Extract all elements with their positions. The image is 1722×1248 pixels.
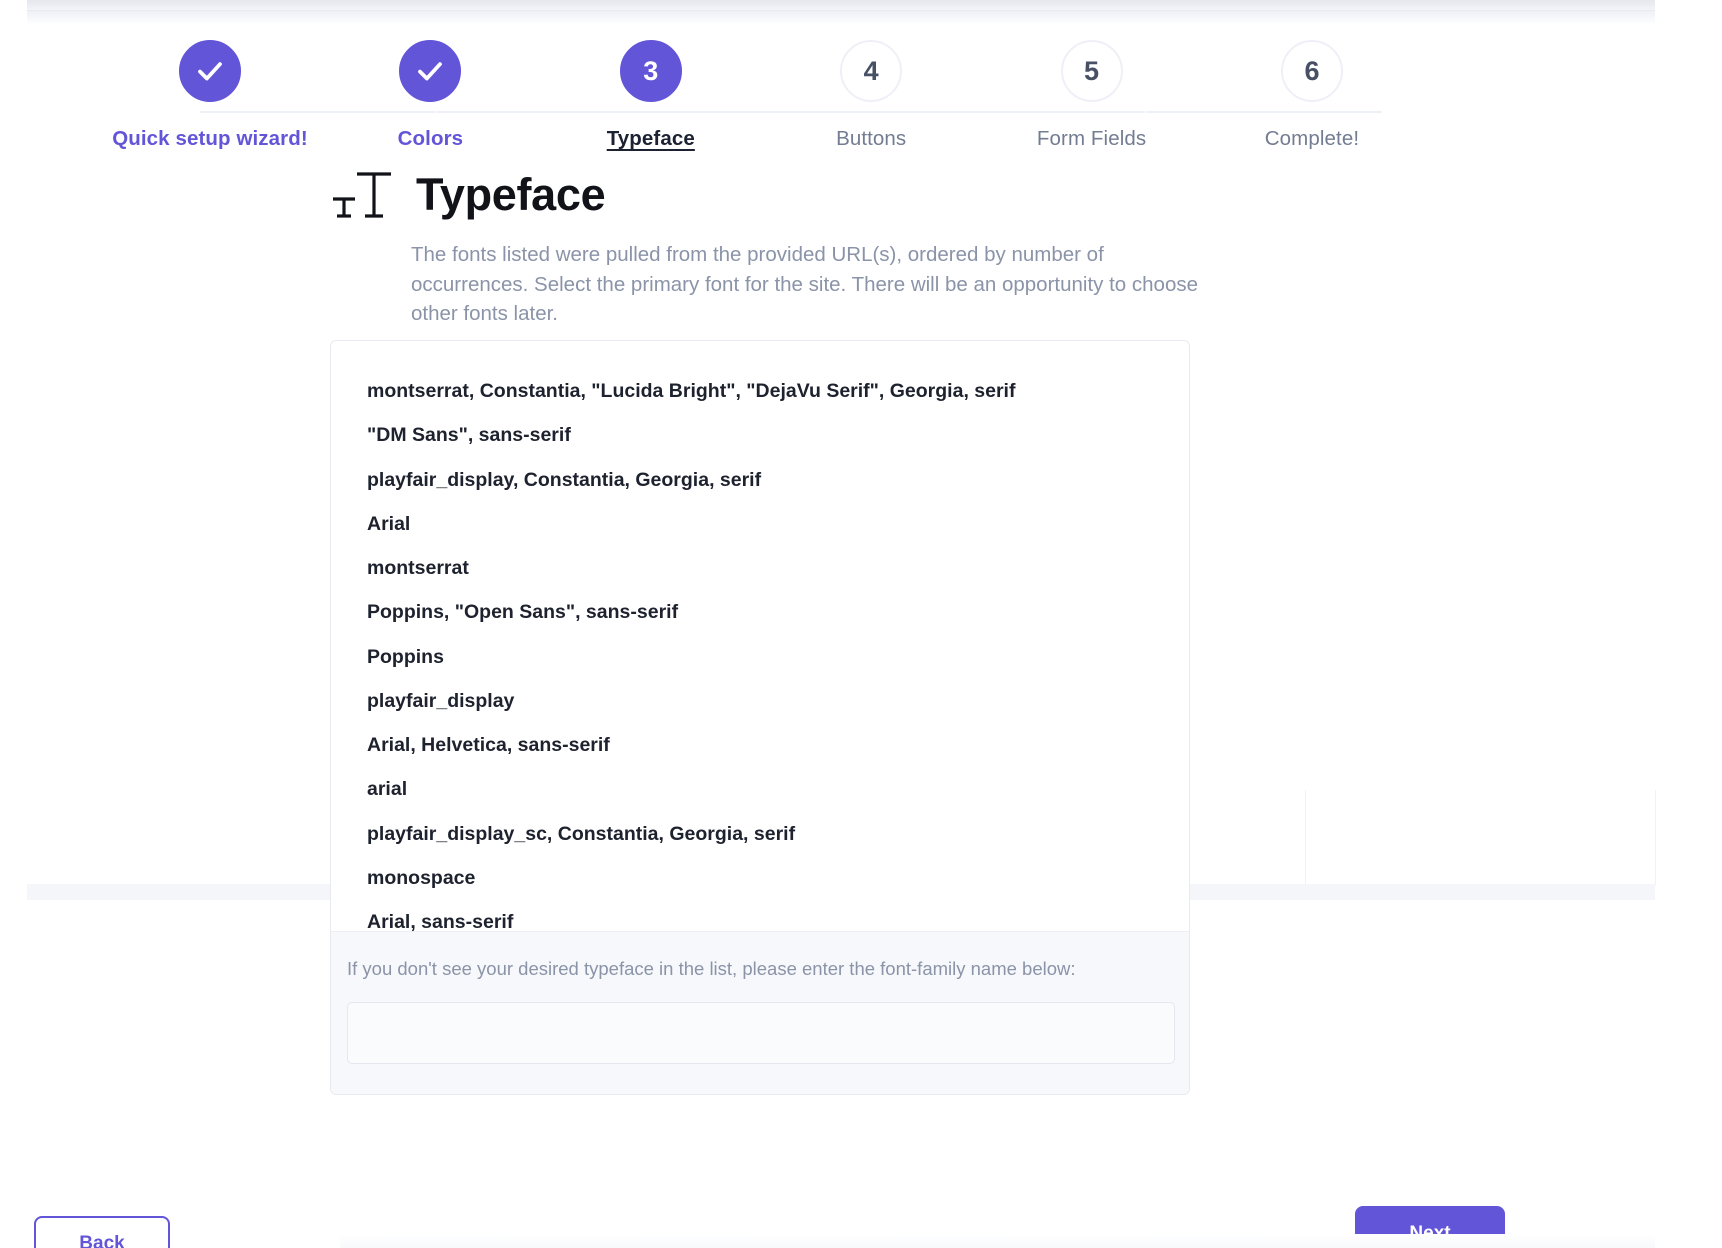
background-band-right-edge xyxy=(1655,790,1656,885)
list-item[interactable]: Arial xyxy=(367,512,411,535)
typeface-tt-icon xyxy=(328,168,396,220)
stepper-step-4[interactable]: 4 Buttons xyxy=(771,40,971,151)
stepper-step-5[interactable]: 5 Form Fields xyxy=(992,40,1192,151)
list-item[interactable]: montserrat, Constantia, "Lucida Bright",… xyxy=(367,380,1016,402)
custom-font-section: If you don't see your desired typeface i… xyxy=(331,931,1189,1094)
list-item[interactable]: Poppins, "Open Sans", sans-serif xyxy=(367,601,679,624)
list-item[interactable]: playfair_display_sc, Constantia, Georgia… xyxy=(367,822,796,845)
stepper-step-1[interactable]: Quick setup wizard! xyxy=(110,40,310,151)
stepper-connector-1 xyxy=(200,111,436,113)
list-item[interactable]: playfair_display, Constantia, Georgia, s… xyxy=(367,468,762,491)
stepper-step-6[interactable]: 6 Complete! xyxy=(1212,40,1412,151)
step-3-number: 3 xyxy=(643,55,659,86)
page-heading: Typeface xyxy=(328,168,606,220)
list-item[interactable]: playfair_display xyxy=(367,689,515,712)
step-5-number: 5 xyxy=(1084,55,1100,86)
step-2-circle[interactable] xyxy=(399,40,462,102)
stepper-step-2[interactable]: Colors xyxy=(330,40,530,151)
bottom-shadow xyxy=(340,1234,1655,1248)
back-button[interactable]: Back xyxy=(34,1216,170,1248)
stepper-connector-4 xyxy=(909,111,1145,113)
page-title: Typeface xyxy=(416,168,606,220)
step-1-circle[interactable] xyxy=(179,40,241,102)
list-item[interactable]: Arial, Helvetica, sans-serif xyxy=(367,734,610,757)
step-5-label: Form Fields xyxy=(1036,127,1147,150)
list-item[interactable]: arial xyxy=(367,778,408,801)
background-band-left-edge xyxy=(1305,790,1306,885)
stepper-connector-3 xyxy=(673,111,909,113)
step-6-label: Complete! xyxy=(1264,127,1360,150)
top-cutoff-shadow xyxy=(27,11,1655,25)
list-item[interactable]: Poppins xyxy=(367,645,444,668)
list-item[interactable]: montserrat xyxy=(367,557,469,580)
step-4-circle[interactable]: 4 xyxy=(840,40,903,102)
step-3-label: Typeface xyxy=(606,127,695,150)
step-2-label: Colors xyxy=(397,127,464,150)
step-5-circle[interactable]: 5 xyxy=(1060,40,1123,102)
step-3-circle[interactable]: 3 xyxy=(619,40,682,102)
custom-font-input[interactable] xyxy=(347,1002,1175,1064)
list-item[interactable]: monospace xyxy=(367,866,476,889)
step-6-circle[interactable]: 6 xyxy=(1280,40,1343,102)
page-description: The fonts listed were pulled from the pr… xyxy=(411,243,1198,326)
step-1-label: Quick setup wizard! xyxy=(112,127,308,150)
stepper-connector-2 xyxy=(437,111,673,113)
wizard-stepper: Quick setup wizard! Colors 3 Typeface 4 xyxy=(0,40,1522,151)
font-option-list[interactable]: montserrat, Constantia, "Lucida Bright",… xyxy=(331,341,1189,941)
step-4-number: 4 xyxy=(863,55,879,86)
list-item[interactable]: "DM Sans", sans-serif xyxy=(367,424,571,447)
top-cutoff-strip xyxy=(27,0,1655,11)
check-icon xyxy=(415,56,445,86)
step-6-number: 6 xyxy=(1304,55,1320,86)
stepper-step-3[interactable]: 3 Typeface xyxy=(551,40,751,151)
check-icon xyxy=(195,56,225,86)
step-4-label: Buttons xyxy=(836,127,907,150)
custom-font-hint: If you don't see your desired typeface i… xyxy=(347,958,1076,979)
typeface-card: montserrat, Constantia, "Lucida Bright",… xyxy=(330,340,1190,1095)
stepper-connector-5 xyxy=(1146,111,1382,113)
